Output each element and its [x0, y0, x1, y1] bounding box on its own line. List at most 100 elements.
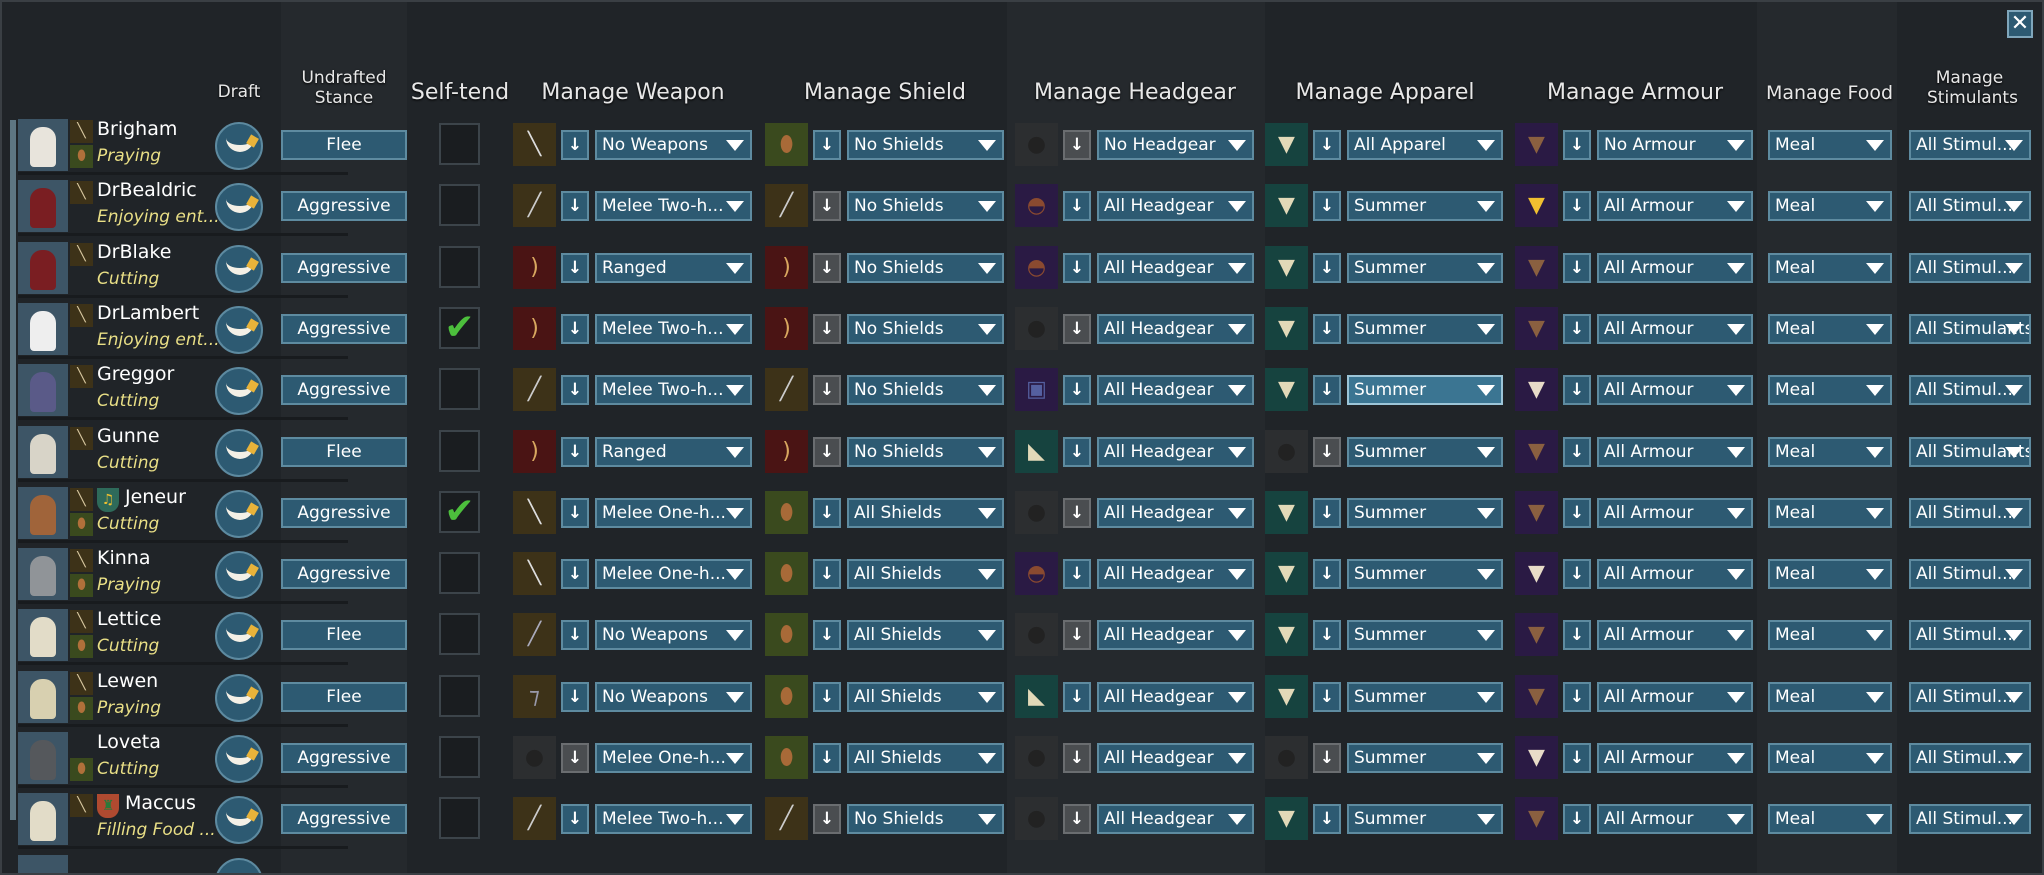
apparel-policy-dropdown[interactable]: Summer [1347, 497, 1503, 528]
headgear-policy-dropdown[interactable]: All Headgear [1097, 620, 1254, 651]
undrafted-stance-button[interactable]: Aggressive [281, 252, 407, 283]
weapon-sword-icon[interactable]: ╲ [513, 123, 556, 166]
armour-vest-icon[interactable]: ▼ [1515, 123, 1558, 166]
shield-policy-dropdown[interactable]: All Shields [847, 559, 1004, 590]
headgear-helmet-icon[interactable]: ◓ [1015, 552, 1058, 596]
colonist-name[interactable]: Lewen [97, 669, 159, 692]
shield-spear-icon[interactable]: ╱ [765, 184, 808, 228]
shield-drop-down-arrow-button[interactable]: ↓ [813, 130, 841, 160]
colonist-name[interactable]: Jeneur [125, 485, 186, 508]
apparel-drop-down-arrow-button[interactable]: ↓ [1313, 252, 1341, 283]
armour-yellow-vest-icon[interactable]: ▼ [1515, 184, 1558, 228]
headgear-policy-dropdown[interactable]: All Headgear [1097, 743, 1254, 773]
headgear-none-icon[interactable]: ● [1015, 797, 1058, 841]
apparel-none-icon[interactable]: ● [1265, 429, 1308, 473]
draft-horn-button[interactable] [215, 673, 263, 722]
draft-horn-button[interactable] [215, 244, 263, 293]
draft-horn-button[interactable] [215, 551, 263, 600]
shield-drop-down-arrow-button[interactable]: ↓ [813, 313, 841, 344]
weapon-drop-down-arrow-button[interactable]: ↓ [561, 497, 589, 528]
shield-spear-icon[interactable]: ╱ [765, 368, 808, 412]
self-tend-checkbox[interactable] [439, 613, 480, 656]
food-policy-dropdown[interactable]: Meal [1768, 804, 1892, 835]
draft-horn-button[interactable] [215, 122, 263, 170]
armour-policy-dropdown[interactable]: All Armour [1597, 436, 1753, 467]
apparel-policy-dropdown[interactable]: Summer [1347, 436, 1503, 467]
apparel-drop-down-arrow-button[interactable]: ↓ [1313, 436, 1341, 467]
stimulants-policy-dropdown[interactable]: All Stimul... [1909, 497, 2031, 528]
food-policy-dropdown[interactable]: Meal [1768, 375, 1892, 406]
header-manage-apparel[interactable]: Manage Apparel [1295, 80, 1475, 105]
headgear-policy-dropdown[interactable]: All Headgear [1097, 375, 1254, 406]
colonist-name[interactable]: Lettice [97, 608, 162, 631]
shield-drop-down-arrow-button[interactable]: ↓ [813, 191, 841, 222]
armour-policy-dropdown[interactable]: All Armour [1597, 313, 1753, 344]
colonist-name[interactable]: DrBlake [97, 240, 172, 263]
undrafted-stance-button[interactable]: Aggressive [281, 743, 407, 773]
undrafted-stance-button[interactable]: Aggressive [281, 497, 407, 528]
apparel-drop-down-arrow-button[interactable]: ↓ [1313, 681, 1341, 712]
shield-shield-icon[interactable]: ⬮ [765, 552, 808, 596]
apparel-drop-down-arrow-button[interactable]: ↓ [1313, 743, 1341, 773]
weapon-sword-icon[interactable]: ╲ [513, 552, 556, 596]
stimulants-policy-dropdown[interactable]: All Stimul... [1909, 191, 2031, 222]
armour-vest-icon[interactable]: ▼ [1515, 674, 1558, 718]
shield-bow-icon[interactable]: ) [765, 429, 808, 473]
headgear-drop-down-arrow-button[interactable]: ↓ [1063, 620, 1091, 651]
weapon-bow-icon[interactable]: ) [513, 306, 556, 350]
colonist-portrait[interactable] [18, 119, 68, 171]
colonist-portrait[interactable] [18, 364, 68, 417]
apparel-policy-dropdown[interactable]: Summer [1347, 191, 1503, 222]
shield-policy-dropdown[interactable]: No Shields [847, 375, 1004, 406]
stimulants-policy-dropdown[interactable]: All Stimul... [1909, 375, 2031, 406]
undrafted-stance-button[interactable]: Aggressive [281, 313, 407, 344]
shield-drop-down-arrow-button[interactable]: ↓ [813, 620, 841, 651]
colonist-name[interactable]: Brigham [97, 118, 178, 140]
shield-shield-icon[interactable]: ⬮ [765, 674, 808, 718]
apparel-drop-down-arrow-button[interactable]: ↓ [1313, 559, 1341, 590]
apparel-drop-down-arrow-button[interactable]: ↓ [1313, 804, 1341, 835]
weapon-policy-dropdown[interactable]: Ranged [595, 252, 752, 283]
apparel-shirt-icon[interactable]: ▼ [1265, 306, 1308, 350]
headgear-cap-icon[interactable]: ◣ [1015, 429, 1058, 473]
self-tend-checkbox[interactable] [439, 674, 480, 717]
colonist-name[interactable]: Loveta [97, 731, 161, 753]
armour-policy-dropdown[interactable]: All Armour [1597, 191, 1753, 222]
shield-shield-icon[interactable]: ⬮ [765, 123, 808, 166]
weapon-drop-down-arrow-button[interactable]: ↓ [561, 620, 589, 651]
headgear-drop-down-arrow-button[interactable]: ↓ [1063, 130, 1091, 160]
shield-spear-icon[interactable]: ╱ [765, 797, 808, 841]
apparel-drop-down-arrow-button[interactable]: ↓ [1313, 313, 1341, 344]
headgear-drop-down-arrow-button[interactable]: ↓ [1063, 375, 1091, 406]
shield-policy-dropdown[interactable]: No Shields [847, 130, 1004, 160]
stimulants-policy-dropdown[interactable]: All Stimul... [1909, 681, 2031, 712]
stimulants-policy-dropdown[interactable]: All Stimul... [1909, 252, 2031, 283]
weapon-drop-down-arrow-button[interactable]: ↓ [561, 559, 589, 590]
stimulants-policy-dropdown[interactable]: All Stimul... [1909, 620, 2031, 651]
food-policy-dropdown[interactable]: Meal [1768, 130, 1892, 160]
apparel-policy-dropdown[interactable]: Summer [1347, 559, 1503, 590]
apparel-shirt-icon[interactable]: ▼ [1265, 674, 1308, 718]
food-policy-dropdown[interactable]: Meal [1768, 313, 1892, 344]
apparel-policy-dropdown[interactable]: Summer [1347, 252, 1503, 283]
header-manage-shield[interactable]: Manage Shield [803, 80, 966, 105]
shield-drop-down-arrow-button[interactable]: ↓ [813, 559, 841, 590]
shield-policy-dropdown[interactable]: All Shields [847, 497, 1004, 528]
headgear-helmet-icon[interactable]: ◓ [1015, 184, 1058, 228]
apparel-policy-dropdown[interactable]: All Apparel [1347, 130, 1503, 160]
self-tend-checkbox[interactable] [439, 184, 480, 227]
shield-drop-down-arrow-button[interactable]: ↓ [813, 252, 841, 283]
weapon-policy-dropdown[interactable]: Melee Two-h... [595, 313, 752, 344]
apparel-policy-dropdown[interactable]: Summer [1347, 313, 1503, 344]
apparel-drop-down-arrow-button[interactable]: ↓ [1313, 620, 1341, 651]
weapon-policy-dropdown[interactable]: Ranged [595, 436, 752, 467]
shield-policy-dropdown[interactable]: All Shields [847, 681, 1004, 712]
headgear-drop-down-arrow-button[interactable]: ↓ [1063, 436, 1091, 467]
stimulants-policy-dropdown[interactable]: All Stimul... [1909, 743, 2031, 773]
apparel-shirt-icon[interactable]: ▼ [1265, 613, 1308, 657]
apparel-policy-dropdown[interactable]: Summer [1347, 743, 1503, 773]
headgear-policy-dropdown[interactable]: All Headgear [1097, 681, 1254, 712]
apparel-policy-dropdown[interactable]: Summer [1347, 681, 1503, 712]
apparel-drop-down-arrow-button[interactable]: ↓ [1313, 375, 1341, 406]
apparel-drop-down-arrow-button[interactable]: ↓ [1313, 191, 1341, 222]
